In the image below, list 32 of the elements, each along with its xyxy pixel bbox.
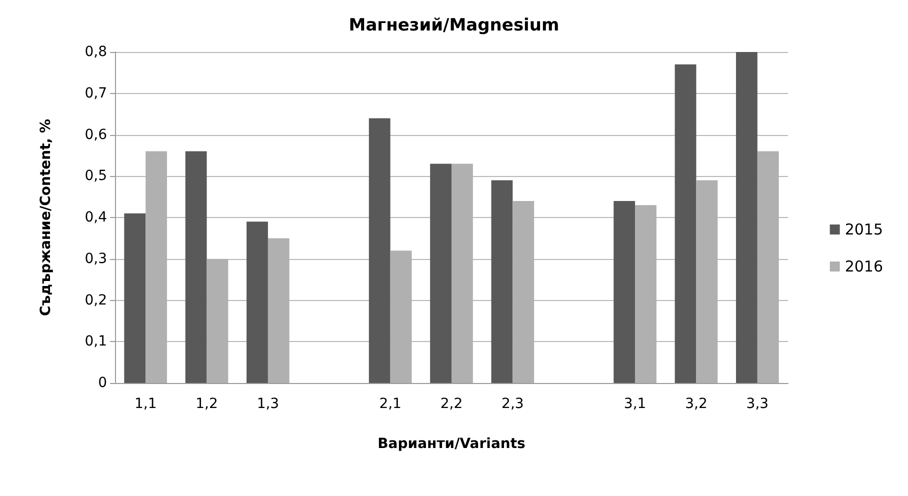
x-tick-label: 1,2 [196, 396, 218, 412]
legend-label: 2015 [844, 220, 884, 238]
y-tick-label: 0,7 [84, 85, 107, 102]
chart-title: Магнезий/Magnesium [348, 16, 560, 36]
x-tick-label: 3,3 [746, 396, 769, 412]
bar [674, 64, 696, 383]
y-tick-label: 0 [98, 375, 107, 391]
x-tick-label: 2,2 [440, 396, 463, 412]
bar [736, 52, 758, 383]
y-tick-label: 0,4 [84, 210, 108, 226]
x-tick-label: 3,2 [685, 396, 708, 412]
x-tick-label: 3,1 [624, 396, 646, 412]
y-tick-label: 0,1 [84, 334, 107, 350]
y-axis-title: Съдържание/Content, % [38, 118, 54, 316]
y-tick-label: 0,5 [84, 168, 107, 184]
x-tick-label: 2,3 [502, 396, 524, 412]
bar [491, 180, 513, 383]
y-tick-label: 0,8 [84, 44, 107, 60]
bar [185, 151, 207, 383]
bar [124, 213, 146, 383]
bar [430, 164, 452, 383]
bar [614, 200, 636, 383]
y-tick-label: 0,6 [84, 126, 108, 143]
y-tick-label: 0,3 [84, 250, 107, 267]
x-tick-label: 1,1 [134, 396, 157, 412]
y-tick-label: 0,2 [84, 292, 107, 308]
legend-label: 2016 [844, 258, 884, 276]
x-tick-label: 1,3 [256, 396, 280, 412]
x-tick-label: 2,1 [379, 396, 402, 412]
x-axis-title: Варианти/Variants [378, 436, 526, 452]
bar [246, 222, 268, 383]
bar [368, 118, 390, 383]
